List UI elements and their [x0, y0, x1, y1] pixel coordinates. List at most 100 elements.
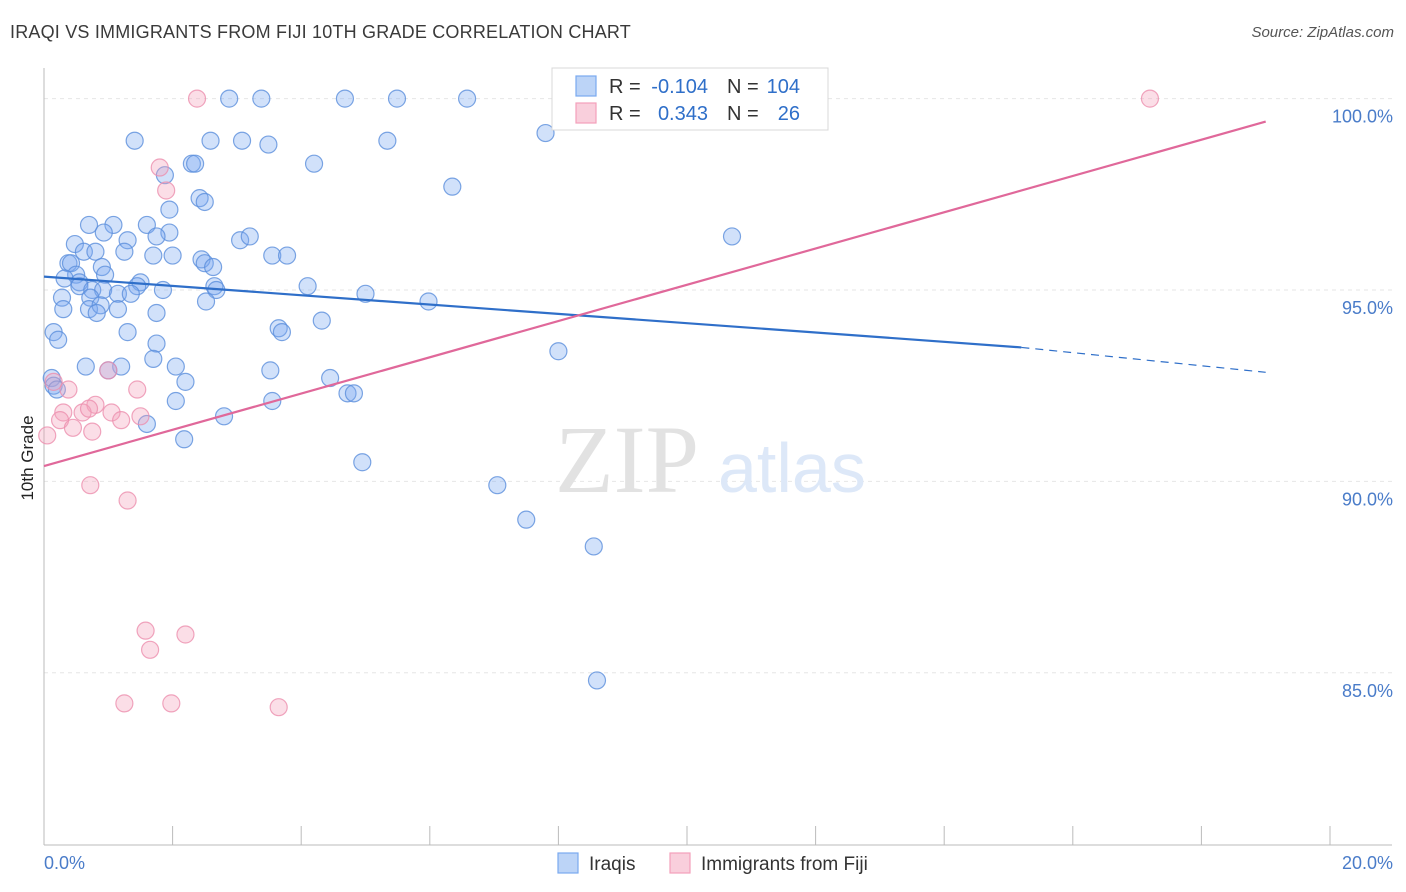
- point-fiji: [112, 411, 131, 430]
- x-ticks: [43, 826, 1331, 845]
- point-iraqis: [81, 288, 100, 307]
- x-tick-labels: 0.0% 20.0%: [44, 853, 1393, 873]
- point-iraqis: [175, 430, 194, 449]
- legend-top-box: [551, 67, 829, 131]
- point-iraqis: [166, 357, 185, 376]
- legend-r-label: R =: [609, 76, 641, 98]
- point-fiji: [140, 640, 160, 659]
- legend-n-value: 104: [767, 76, 800, 98]
- point-fiji: [79, 399, 99, 418]
- point-iraqis: [118, 231, 137, 250]
- point-iraqis: [312, 311, 331, 330]
- watermark-atlas: atlas: [718, 429, 866, 507]
- point-iraqis: [335, 89, 355, 108]
- point-fiji: [81, 476, 100, 495]
- point-iraqis: [49, 330, 68, 349]
- x-tick-label: 0.0%: [44, 853, 85, 873]
- point-iraqis: [125, 131, 144, 150]
- point-iraqis: [261, 361, 280, 380]
- point-iraqis: [163, 246, 182, 265]
- y-tick-labels: 100.0% 95.0% 90.0% 85.0%: [1332, 107, 1393, 701]
- point-iraqis: [94, 223, 113, 242]
- point-iraqis: [722, 227, 742, 246]
- point-iraqis: [118, 323, 137, 342]
- point-iraqis: [147, 334, 166, 353]
- point-fiji: [102, 403, 121, 422]
- point-iraqis: [87, 303, 106, 323]
- point-iraqis: [419, 292, 438, 311]
- point-iraqis: [61, 254, 81, 273]
- point-fiji: [128, 380, 147, 399]
- legend-n-label: N =: [727, 103, 759, 125]
- point-iraqis: [443, 177, 462, 196]
- point-iraqis: [584, 537, 603, 556]
- legend-bottom-label: Iraqis: [589, 854, 635, 875]
- legend-n-label: N =: [727, 76, 759, 98]
- point-fiji: [269, 698, 288, 717]
- y-axis-label: 10th Grade: [18, 415, 37, 500]
- gridlines: [44, 98, 1392, 674]
- legend-r-value: -0.104: [651, 76, 708, 98]
- legend-swatch: [575, 75, 597, 97]
- point-iraqis: [104, 215, 123, 235]
- point-fiji: [136, 621, 155, 640]
- trend-line-iraqis: [43, 275, 1022, 349]
- point-iraqis: [176, 372, 195, 391]
- point-iraqis: [186, 154, 205, 173]
- point-iraqis: [338, 384, 357, 403]
- point-iraqis: [240, 227, 259, 246]
- point-iraqis: [147, 303, 166, 323]
- point-iraqis: [204, 257, 223, 277]
- watermark: ZIP atlas: [555, 406, 866, 513]
- point-iraqis: [95, 265, 115, 284]
- point-iraqis: [353, 453, 372, 472]
- point-fiji: [131, 407, 150, 426]
- point-iraqis: [147, 227, 166, 246]
- point-iraqis: [160, 200, 179, 219]
- point-fiji: [187, 89, 207, 108]
- y-tick-label: 95.0%: [1342, 298, 1393, 318]
- axes: [43, 68, 1392, 846]
- point-iraqis: [76, 357, 95, 376]
- chart-title: IRAQI VS IMMIGRANTS FROM FIJI 10TH GRADE…: [10, 22, 631, 42]
- point-iraqis: [298, 277, 317, 296]
- point-iraqis: [54, 300, 73, 319]
- data-points: [38, 89, 1160, 717]
- point-fiji: [83, 422, 102, 441]
- point-fiji: [150, 158, 169, 177]
- legend-top: R = -0.104 N = 104 R = 0.343 N = 26: [551, 67, 829, 131]
- point-iraqis: [144, 246, 163, 265]
- watermark-zip: ZIP: [555, 406, 699, 513]
- point-fiji: [63, 418, 83, 437]
- point-iraqis: [387, 89, 407, 108]
- point-iraqis: [488, 476, 507, 495]
- point-iraqis: [536, 123, 555, 143]
- point-iraqis: [587, 671, 607, 690]
- point-iraqis: [356, 284, 375, 303]
- point-iraqis: [220, 89, 239, 108]
- trend-lines: [43, 120, 1266, 468]
- legend-r-value: 0.343: [658, 103, 708, 125]
- point-fiji: [38, 426, 57, 445]
- point-iraqis: [108, 284, 128, 303]
- point-iraqis: [344, 384, 364, 403]
- point-fiji: [115, 694, 134, 713]
- point-fiji: [99, 361, 118, 380]
- trend-line-fiji: [43, 120, 1266, 468]
- point-iraqis: [549, 342, 568, 361]
- point-iraqis: [517, 510, 536, 529]
- legend-bottom-label: Immigrants from Fiji: [701, 854, 868, 875]
- point-fiji: [44, 372, 63, 391]
- legend-n-value: 26: [778, 103, 800, 125]
- point-fiji: [162, 694, 181, 713]
- point-iraqis: [195, 192, 214, 212]
- point-iraqis: [166, 391, 185, 411]
- legend-bottom-swatch: [557, 852, 579, 874]
- y-tick-label: 85.0%: [1342, 681, 1393, 701]
- point-fiji: [1140, 89, 1160, 108]
- point-iraqis: [231, 231, 250, 250]
- chart-source: Source: ZipAtlas.com: [1251, 24, 1394, 41]
- point-iraqis: [304, 154, 324, 173]
- legend-swatch: [575, 102, 597, 124]
